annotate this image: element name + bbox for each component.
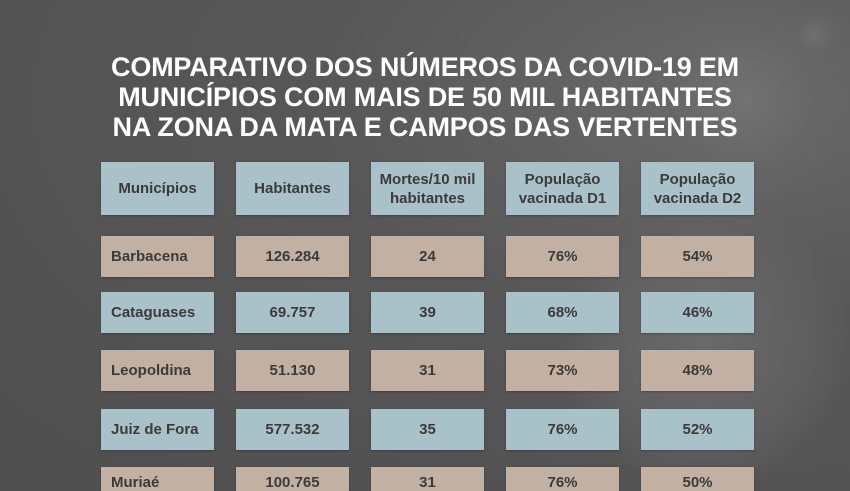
table-cell: 31 [371, 350, 484, 391]
title-line: COMPARATIVO DOS NÚMEROS DA COVID-19 EM [111, 52, 739, 82]
municipality-name-cell: Barbacena [101, 236, 214, 277]
table-cell: 100.765 [236, 467, 349, 491]
municipality-name-cell: Cataguases [101, 292, 214, 333]
table-cell: 69.757 [236, 292, 349, 333]
header-mortes: Mortes/10 mil habitantes [371, 162, 484, 215]
table-cell: 76% [506, 409, 619, 450]
municipality-name-cell: Muriaé [101, 467, 214, 491]
table-cell: 24 [371, 236, 484, 277]
table-cell: 39 [371, 292, 484, 333]
table-cell: 76% [506, 467, 619, 491]
page-title: COMPARATIVO DOS NÚMEROS DA COVID-19 EM M… [0, 52, 850, 142]
municipality-name-cell: Juiz de Fora [101, 409, 214, 450]
table-cell: 52% [641, 409, 754, 450]
table-cell: 31 [371, 467, 484, 491]
table-cell: 126.284 [236, 236, 349, 277]
virus-background-image [790, 10, 840, 60]
table-cell: 54% [641, 236, 754, 277]
table-cell: 48% [641, 350, 754, 391]
header-vacinada-d2: População vacinada D2 [641, 162, 754, 215]
title-line: MUNICÍPIOS COM MAIS DE 50 MIL HABITANTES [118, 82, 732, 112]
title-line: NA ZONA DA MATA E CAMPOS DAS VERTENTES [112, 112, 738, 142]
table-cell: 76% [506, 236, 619, 277]
header-municipios: Municípios [101, 162, 214, 215]
table-cell: 46% [641, 292, 754, 333]
municipality-name-cell: Leopoldina [101, 350, 214, 391]
table-cell: 50% [641, 467, 754, 491]
table-cell: 73% [506, 350, 619, 391]
table-cell: 51.130 [236, 350, 349, 391]
header-habitantes: Habitantes [236, 162, 349, 215]
table-cell: 68% [506, 292, 619, 333]
table-cell: 577.532 [236, 409, 349, 450]
table-cell: 35 [371, 409, 484, 450]
header-vacinada-d1: População vacinada D1 [506, 162, 619, 215]
